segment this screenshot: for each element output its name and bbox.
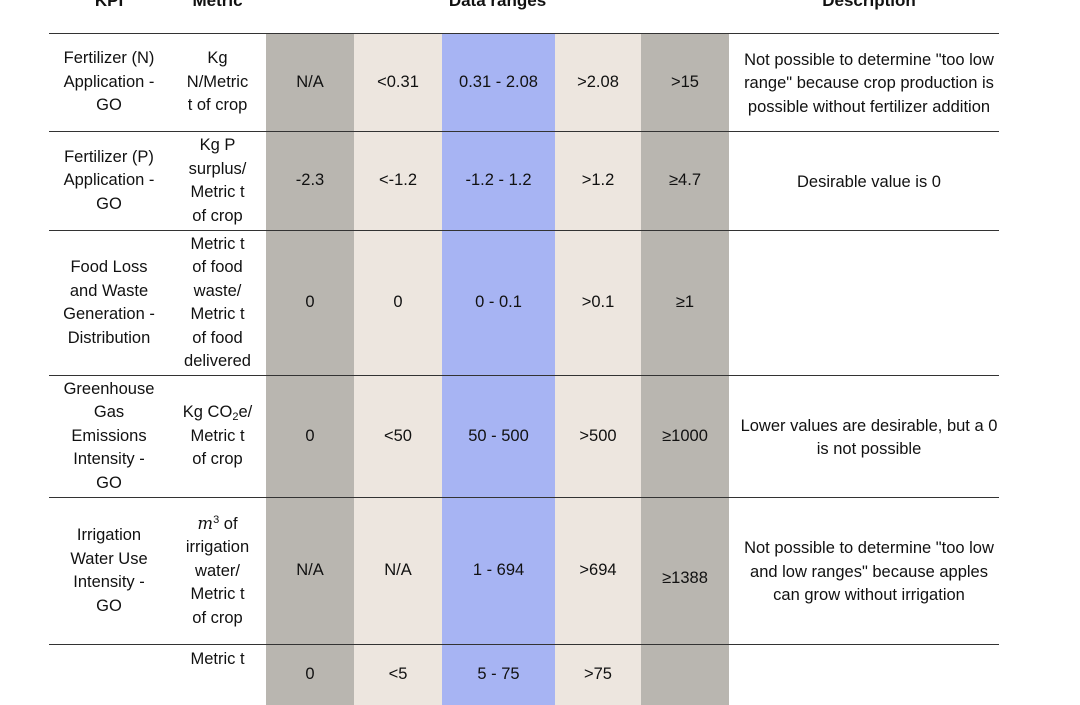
metric-cell: Metric t of food waste/ Metric t of food…	[169, 230, 266, 376]
kpi-table-page: KPI Metric Data ranges Description Ferti…	[49, 0, 999, 705]
kpi-cell: Fertilizer (N) Application - GO	[49, 33, 169, 132]
range-cell-1: -2.3	[266, 131, 354, 231]
range-cell-2: 0	[354, 230, 442, 376]
range-cell-5: >15	[641, 33, 729, 132]
kpi-cell: Food Loss and Waste Generation - Distrib…	[49, 230, 169, 376]
range-cell-4: >500	[555, 375, 641, 498]
range-cell-4: >1.2	[555, 131, 641, 231]
metric-cell: Kg P surplus/ Metric t of crop	[169, 131, 266, 231]
header-description: Description	[822, 0, 916, 10]
kpi-cell: Irrigation Water Use Intensity - GO	[49, 497, 169, 645]
range-cell-2: <50	[354, 375, 442, 498]
description-cell	[729, 230, 999, 376]
description-cell: Desirable value is 0	[729, 131, 999, 231]
metric-cell: Kg CO2e/ Metric t of crop	[169, 375, 266, 498]
range-cell-4: >0.1	[555, 230, 641, 376]
table-row: Irrigation Water Use Intensity - GO m3 o…	[49, 497, 999, 645]
co2-metric-label: Kg CO2e/	[182, 403, 253, 424]
range-cell-5: ≥1	[641, 230, 729, 376]
kpi-cell: Greenhouse Gas Emissions Intensity - GO	[49, 375, 169, 498]
header-data-ranges: Data ranges	[448, 0, 547, 10]
header-kpi: KPI	[94, 0, 124, 10]
range-cell-3: 0 - 0.1	[442, 230, 555, 376]
table-row: Fertilizer (N) Application - GO Kg N/Met…	[49, 33, 999, 132]
range-cell-1: 0	[266, 230, 354, 376]
table-row: Food Loss and Waste Generation - Distrib…	[49, 230, 999, 376]
range-cell-3: 0.31 - 2.08	[442, 33, 555, 132]
range-cell-2: N/A	[354, 497, 442, 645]
description-cell: Not possible to determine "too low and l…	[729, 497, 999, 645]
range-cell-1: N/A	[266, 497, 354, 645]
range-cell-4: >694	[555, 497, 641, 645]
kpi-table: Fertilizer (N) Application - GO Kg N/Met…	[49, 33, 999, 705]
description-cell: Lower values are desirable, but a 0 is n…	[729, 375, 999, 498]
range-cell-3: 1 - 694	[442, 497, 555, 645]
range-cell-5: ≥1000	[641, 375, 729, 498]
metric-cell: m3 of irrigation water/ Metric t of crop	[169, 497, 266, 645]
range-cell-3: 50 - 500	[442, 375, 555, 498]
range-cell-5: ≥1388	[641, 497, 729, 645]
range-cell-4: >2.08	[555, 33, 641, 132]
m3-metric-label: m3 of	[197, 513, 238, 533]
range-cell-5: ≥4.7	[641, 131, 729, 231]
range-cell-1: N/A	[266, 33, 354, 132]
range-cell-1: 0	[266, 375, 354, 498]
table-row: Fertilizer (P) Application - GO Kg P sur…	[49, 131, 999, 231]
table-row: Greenhouse Gas Emissions Intensity - GO …	[49, 375, 999, 498]
range-cell-3: -1.2 - 1.2	[442, 131, 555, 231]
metric-cell: Kg N/Metric t of crop	[169, 33, 266, 132]
header-metric: Metric	[192, 0, 243, 10]
kpi-cell: Fertilizer (P) Application - GO	[49, 131, 169, 231]
range-cell-2: <0.31	[354, 33, 442, 132]
range-cell-2: <-1.2	[354, 131, 442, 231]
description-cell: Not possible to determine "too low range…	[729, 33, 999, 132]
